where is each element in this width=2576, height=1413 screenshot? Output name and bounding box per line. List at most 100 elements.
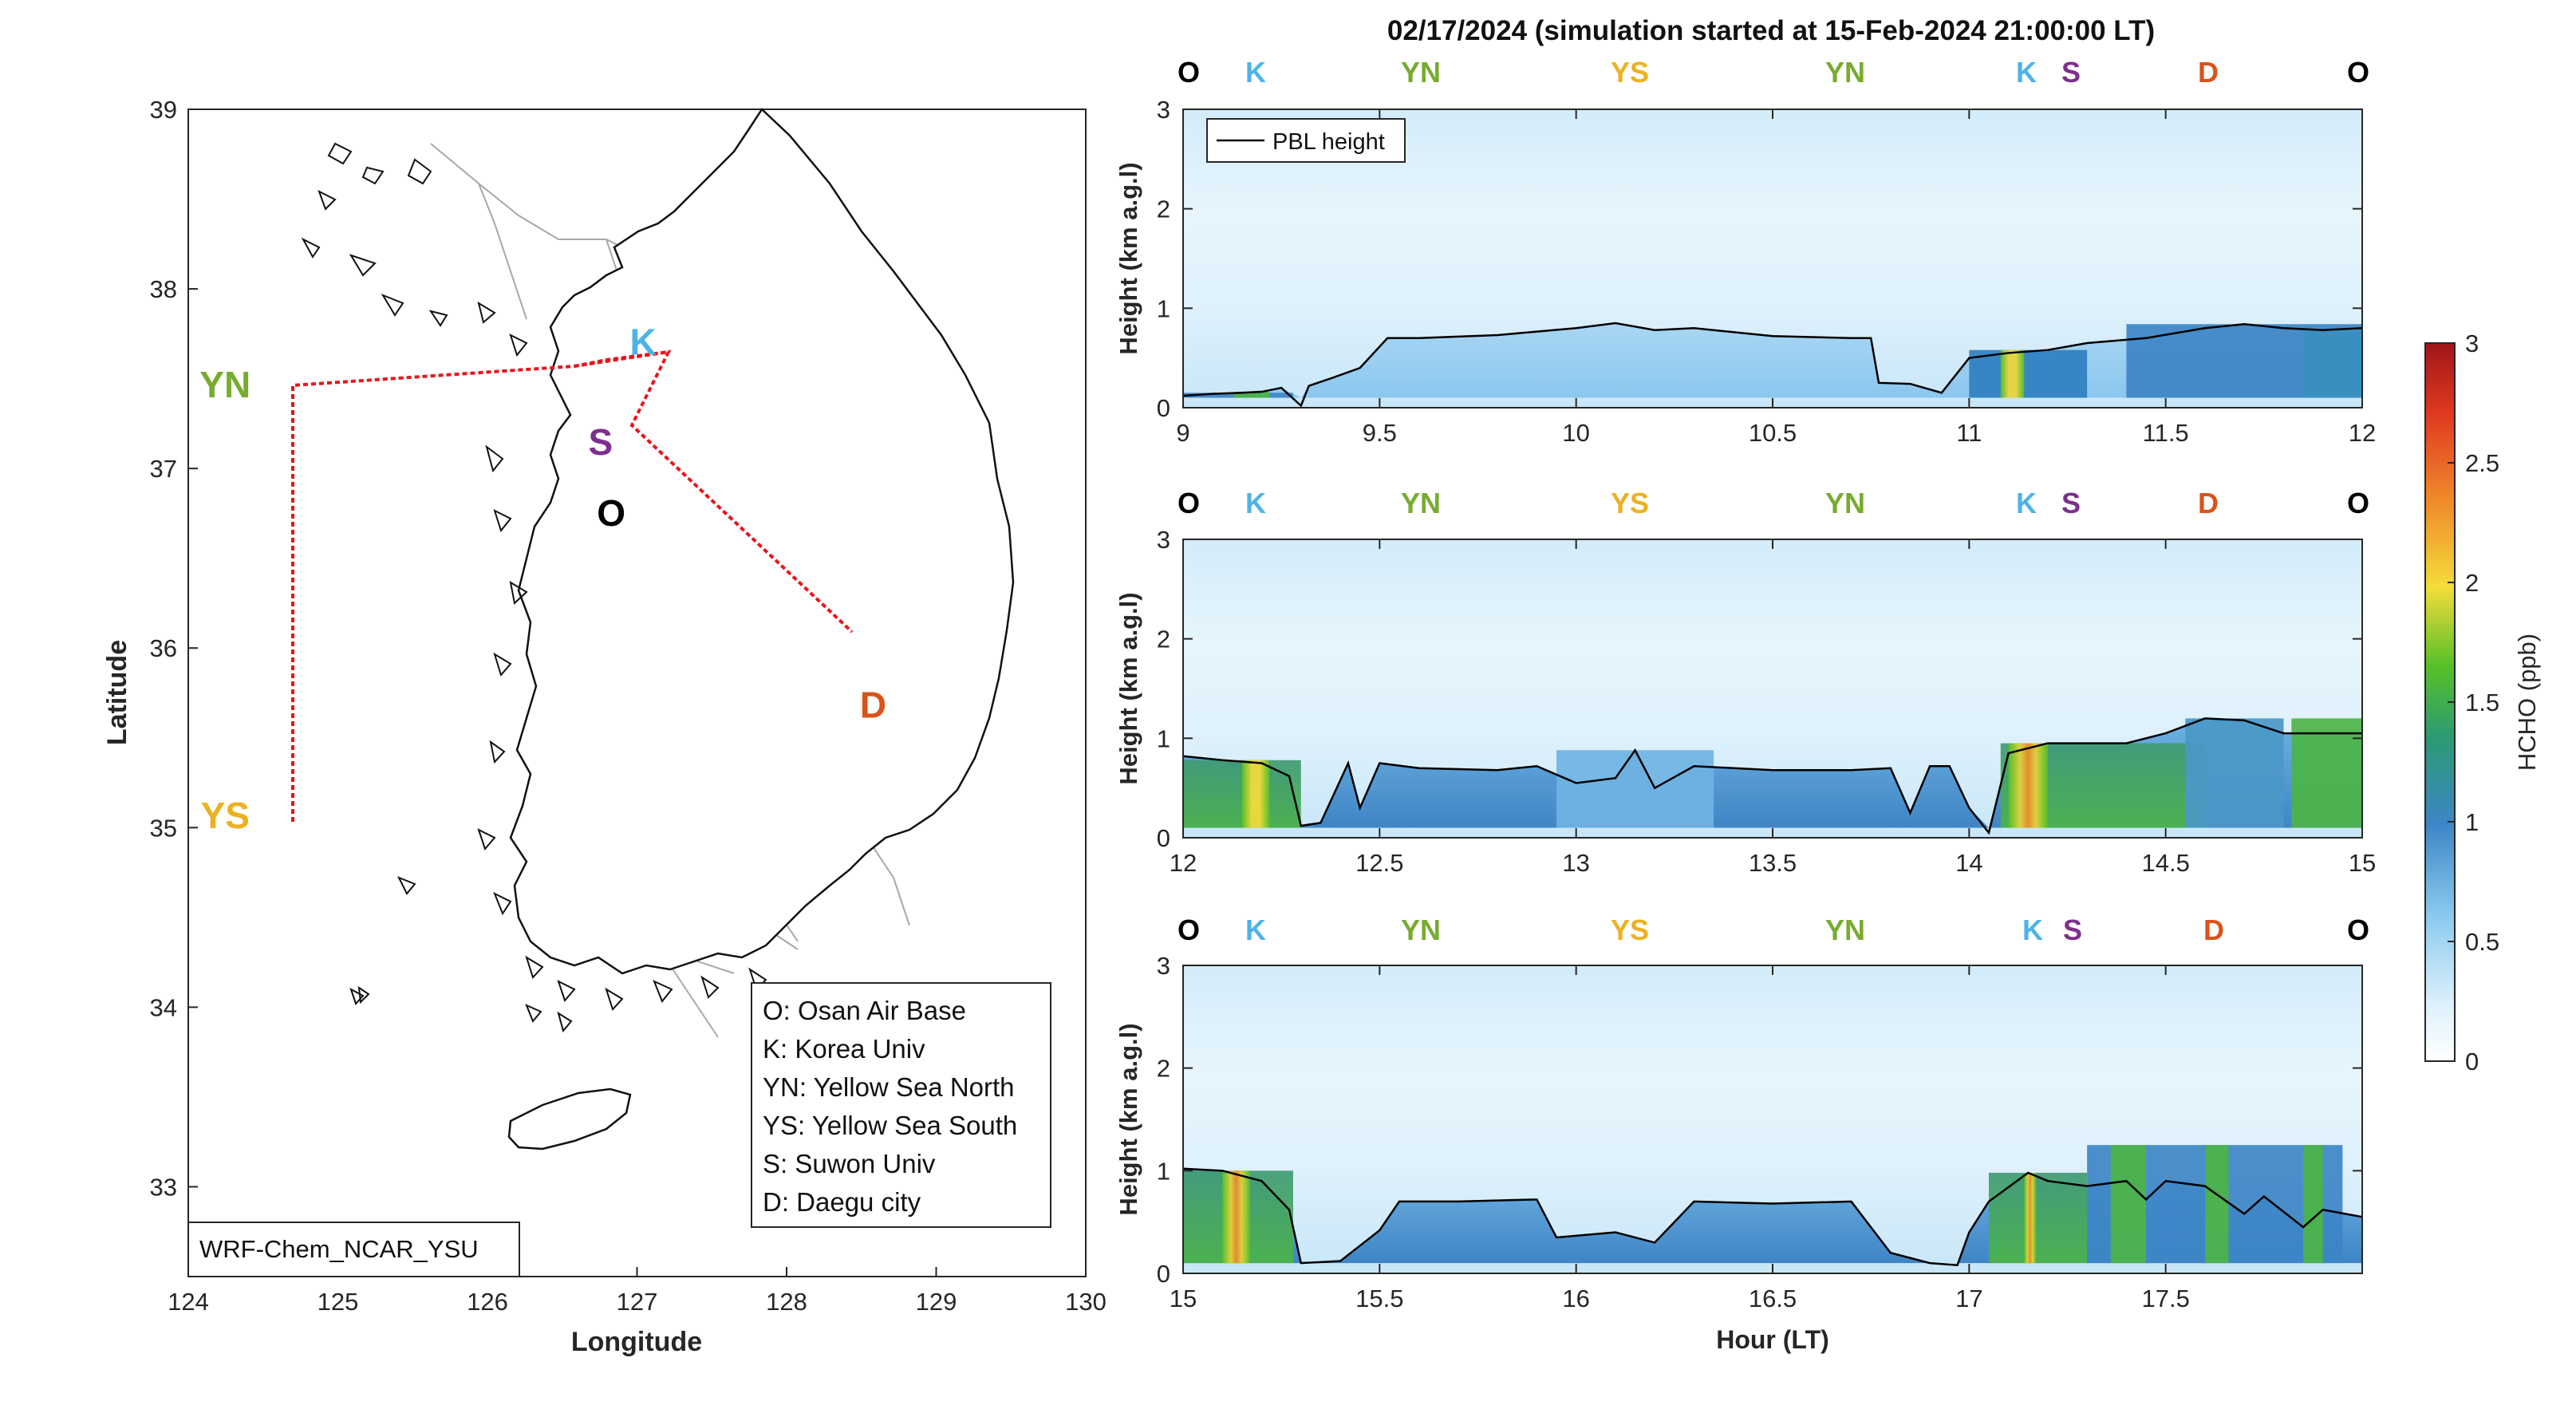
hcho-field xyxy=(1183,965,2362,1273)
site-marker-yn: YN xyxy=(1401,914,1441,946)
pbl-legend-label: PBL height xyxy=(1272,129,1385,155)
hcho-enhancement xyxy=(2204,1145,2229,1264)
map-sites: K SO YN YS D xyxy=(199,321,886,836)
colorbar-label: HCHO (ppb) xyxy=(2513,633,2541,771)
hcho-enhancement xyxy=(2008,743,2048,828)
hcho-enhancement xyxy=(1222,1170,1250,1264)
pbl-height-line xyxy=(1183,1167,2362,1267)
x-tick-label: 11 xyxy=(1956,419,1982,447)
site-marker-k: K xyxy=(2022,914,2043,946)
map-panel: 124 125 126 127 128 129 130 39 38 37 36 35 34 33 Lon… xyxy=(102,96,1107,1357)
map-yticks: 39 38 37 36 35 34 33 xyxy=(150,96,198,1201)
hcho-enhancement xyxy=(2303,328,2362,398)
x-tick-label: 17.5 xyxy=(2141,1285,2189,1312)
y-tick-label: 1 xyxy=(1157,294,1170,322)
site-marker-k: K xyxy=(1245,487,1266,519)
colorbar: 0 0.5 1 1.5 2 2.5 3 HCHO (ppb) xyxy=(2424,330,2541,1076)
site-marker-o: O xyxy=(2347,487,2369,519)
chart-title: 02/17/2024 (simulation started at 15-Feb… xyxy=(1387,15,2155,46)
y-tick-label: 2 xyxy=(1157,626,1170,653)
colorbar-tick-label: 0 xyxy=(2465,1048,2479,1076)
site-marker-yn: YN xyxy=(1825,914,1865,946)
model-label: WRF-Chem_NCAR_YSU xyxy=(199,1235,479,1263)
x-tick-label: 12 xyxy=(2349,419,2376,447)
site-legend-item: O: Osan Air Base xyxy=(763,996,966,1025)
site-marker-d: D xyxy=(2203,914,2224,946)
y-tick-label: 1 xyxy=(1157,724,1170,752)
hcho-enhancement xyxy=(2024,1172,2037,1264)
y-axis-label: Height (km a.g.l) xyxy=(1114,162,1142,354)
map-xtick-label: 125 xyxy=(318,1288,359,1316)
map-xlabel: Longitude xyxy=(571,1327,702,1357)
colorbar-tick-label: 1.5 xyxy=(2465,689,2499,716)
map-xtick-label: 127 xyxy=(617,1288,658,1316)
map-ytick-label: 36 xyxy=(150,634,177,662)
x-tick-label: 12 xyxy=(1170,849,1197,877)
x-tick-label: 14 xyxy=(1955,849,1982,877)
site-marker-o: O xyxy=(1178,487,1200,519)
map-ylabel: Latitude xyxy=(102,640,132,745)
x-tick-label: 9.5 xyxy=(1363,419,1397,447)
x-tick-label: 16.5 xyxy=(1749,1285,1797,1312)
y-tick-label: 3 xyxy=(1157,526,1170,554)
site-marker-o: O xyxy=(1178,914,1200,946)
curtain-panel-3: 15 15.5 16 16.5 17 17.5 0 1 2 3 Height (km a.g.l) O… xyxy=(1114,914,2369,1312)
map-xtick-label: 129 xyxy=(916,1288,957,1316)
x-tick-label: 15.5 xyxy=(1355,1285,1403,1312)
site-marker-ys: YS xyxy=(1611,487,1649,519)
x-tick-label: 10 xyxy=(1562,419,1589,447)
flight-track xyxy=(291,349,854,822)
x-tick-label: 15 xyxy=(2349,849,2376,877)
x-tick-label: 11.5 xyxy=(2143,419,2189,447)
colorbar-tick-label: 2.5 xyxy=(2465,449,2499,477)
y-tick-label: 2 xyxy=(1157,195,1170,223)
x-tick-label: 15 xyxy=(1170,1285,1197,1312)
hcho-enhancement xyxy=(2110,1145,2147,1264)
colorbar-tick-label: 0.5 xyxy=(2465,928,2499,956)
hcho-enhancement xyxy=(1556,750,1714,828)
hcho-enhancement xyxy=(2303,1145,2323,1264)
site-marker-k: K xyxy=(2016,487,2037,519)
islands xyxy=(301,142,767,1033)
x-tick-label: 16 xyxy=(1562,1285,1589,1312)
map-ytick-label: 39 xyxy=(150,96,177,124)
y-axis-label: Height (km a.g.l) xyxy=(1114,592,1142,784)
map-xticks: 124 125 126 127 128 129 130 xyxy=(168,1267,1107,1316)
site-legend-item: K: Korea Univ xyxy=(763,1034,925,1064)
x-axis-label: Hour (LT) xyxy=(1716,1325,1829,1354)
pbl-legend: PBL height xyxy=(1206,118,1406,163)
y-tick-label: 0 xyxy=(1157,394,1170,422)
site-label-k: K xyxy=(630,321,657,362)
hcho-enhancement xyxy=(1969,349,2088,398)
site-marker-s: S xyxy=(2061,487,2081,519)
site-legend-item: YN: Yellow Sea North xyxy=(763,1072,1015,1102)
map-ytick-label: 35 xyxy=(150,814,177,842)
colorbar-tick-label: 1 xyxy=(2465,808,2479,836)
x-tick-label: 17 xyxy=(1955,1285,1982,1312)
x-tick-label: 12.5 xyxy=(1355,849,1403,877)
site-marker-s: S xyxy=(2063,914,2082,946)
site-marker-d: D xyxy=(2198,56,2219,89)
map-xtick-label: 124 xyxy=(168,1288,209,1316)
site-label-ys: YS xyxy=(201,795,250,836)
site-marker-o: O xyxy=(2347,56,2369,89)
colorbar-tick-label: 3 xyxy=(2465,330,2479,357)
y-tick-label: 0 xyxy=(1157,824,1170,852)
pbl-height-line xyxy=(1183,717,2362,835)
site-label-s: S xyxy=(589,421,613,463)
y-tick-label: 0 xyxy=(1157,1260,1170,1288)
site-marker-yn: YN xyxy=(1825,56,1865,89)
site-label-yn: YN xyxy=(199,364,250,405)
y-tick-label: 3 xyxy=(1157,952,1170,980)
map-ytick-label: 37 xyxy=(150,455,177,483)
y-tick-label: 2 xyxy=(1157,1055,1170,1083)
pbl-height-line xyxy=(1183,322,2362,408)
map-ytick-label: 33 xyxy=(150,1173,177,1201)
site-marker-o: O xyxy=(1178,56,1200,89)
map-xtick-label: 130 xyxy=(1065,1288,1107,1316)
site-marker-yn: YN xyxy=(1401,487,1441,519)
hcho-enhancement xyxy=(1988,1172,2088,1264)
site-legend-item: S: Suwon Univ xyxy=(763,1149,936,1178)
